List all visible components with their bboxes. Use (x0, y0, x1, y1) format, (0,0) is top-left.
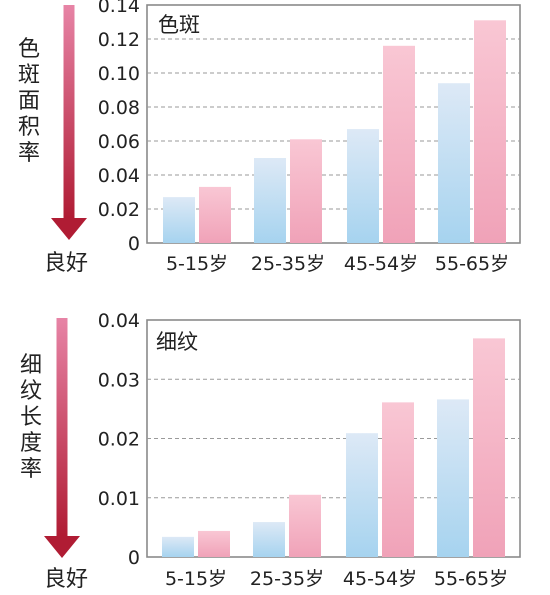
chart-1: 色斑 色 斑 面 积 率 良好 (18, 13, 200, 276)
chart-2-bar-pink (198, 530, 230, 557)
chart-1-y-axis-label-char-1: 色 (18, 37, 40, 62)
chart-1-title: 色斑 (158, 13, 200, 37)
chart-2-category-label: 5-15岁 (165, 568, 227, 590)
chart-1-category-label: 55-65岁 (435, 253, 509, 275)
chart-1-y-tick-label: 0.06 (98, 131, 140, 153)
chart-2-y-tick-label: 0.03 (98, 369, 140, 391)
chart-1-category-label: 5-15岁 (166, 253, 228, 275)
chart-2-y-axis-label-char-5: 率 (20, 457, 42, 482)
chart-2-bar-pink (473, 338, 505, 557)
chart-2-y-axis-label: 细 纹 长 度 率 (20, 353, 42, 482)
chart-1-bar-pink (383, 45, 415, 243)
chart-1-y-tick-label: 0.08 (98, 97, 140, 119)
chart-1-plot: 0.14 0.12 0.10 0.08 0.06 0.04 0.02 0 5-15岁 25-35岁… (51, 0, 521, 275)
chart-2-plot: 0.04 0.03 0.02 0.01 0 5-15岁 25-35岁 45-54岁 55-65岁 (44, 310, 521, 590)
chart-2-y-tick-label: 0.01 (98, 488, 140, 510)
chart-1-category-label: 45-54岁 (344, 253, 418, 275)
chart-1-arrow-shaft (63, 5, 75, 218)
chart-1-y-tick-label: 0.04 (98, 165, 140, 187)
chart-1-y-axis-label-char-3: 面 (18, 89, 40, 114)
chart-2-bar-blue (162, 536, 194, 557)
chart-2-category-label: 55-65岁 (434, 568, 508, 590)
chart-2-y-axis-label-char-4: 度 (20, 431, 42, 456)
chart-2-y-axis-label-char-1: 细 (20, 353, 42, 378)
chart-1-y-axis-label-char-5: 率 (18, 141, 40, 166)
chart-1-y-tick-label: 0.02 (98, 199, 140, 221)
chart-2-category-label: 45-54岁 (343, 568, 417, 590)
chart-1-bar-blue (438, 83, 470, 243)
chart-1-arrow-head (51, 218, 87, 240)
chart-1-y-tick-label: 0 (128, 233, 140, 255)
chart-1-bar-blue (254, 158, 286, 243)
chart-2-y-axis-label-char-3: 长 (20, 405, 42, 430)
chart-2-y-tick-label: 0 (128, 547, 140, 569)
chart-2-y-axis-label-char-2: 纹 (20, 379, 42, 404)
chart-1-frame (146, 4, 521, 244)
chart-2-bar-blue (253, 522, 285, 557)
chart-2-arrow-shaft (56, 318, 68, 536)
chart-2-good-label: 良好 (44, 567, 88, 592)
chart-1-y-axis-label-char-2: 斑 (18, 63, 40, 88)
chart-2-bar-pink (289, 494, 321, 557)
chart-1-bar-pink (474, 20, 506, 243)
chart-2-bar-blue (346, 433, 378, 557)
chart-1-y-tick-label: 0.12 (98, 29, 140, 51)
chart-2-arrow-head (44, 536, 80, 558)
chart-2: 细纹 细 纹 长 度 率 良好 (20, 330, 198, 592)
chart-1-bar-pink (199, 186, 231, 243)
chart-1-y-axis-label-char-4: 积 (18, 115, 40, 140)
chart-1-category-label: 25-35岁 (251, 253, 325, 275)
chart-1-bar-blue (163, 197, 195, 243)
chart-2-bar-pink (382, 402, 414, 557)
chart-2-title: 细纹 (156, 330, 198, 354)
chart-2-category-label: 25-35岁 (250, 568, 324, 590)
chart-1-y-tick-label: 0.14 (98, 0, 140, 17)
chart-1-bar-blue (347, 129, 379, 243)
chart-1-bar-pink (290, 139, 322, 243)
chart-2-y-tick-label: 0.04 (98, 310, 140, 332)
chart-2-y-tick-label: 0.02 (98, 429, 140, 451)
chart-1-good-label: 良好 (44, 251, 88, 276)
chart-1-y-axis-label: 色 斑 面 积 率 (18, 37, 40, 166)
chart-1-y-tick-label: 0.10 (98, 63, 140, 85)
chart-2-bar-blue (437, 399, 469, 557)
